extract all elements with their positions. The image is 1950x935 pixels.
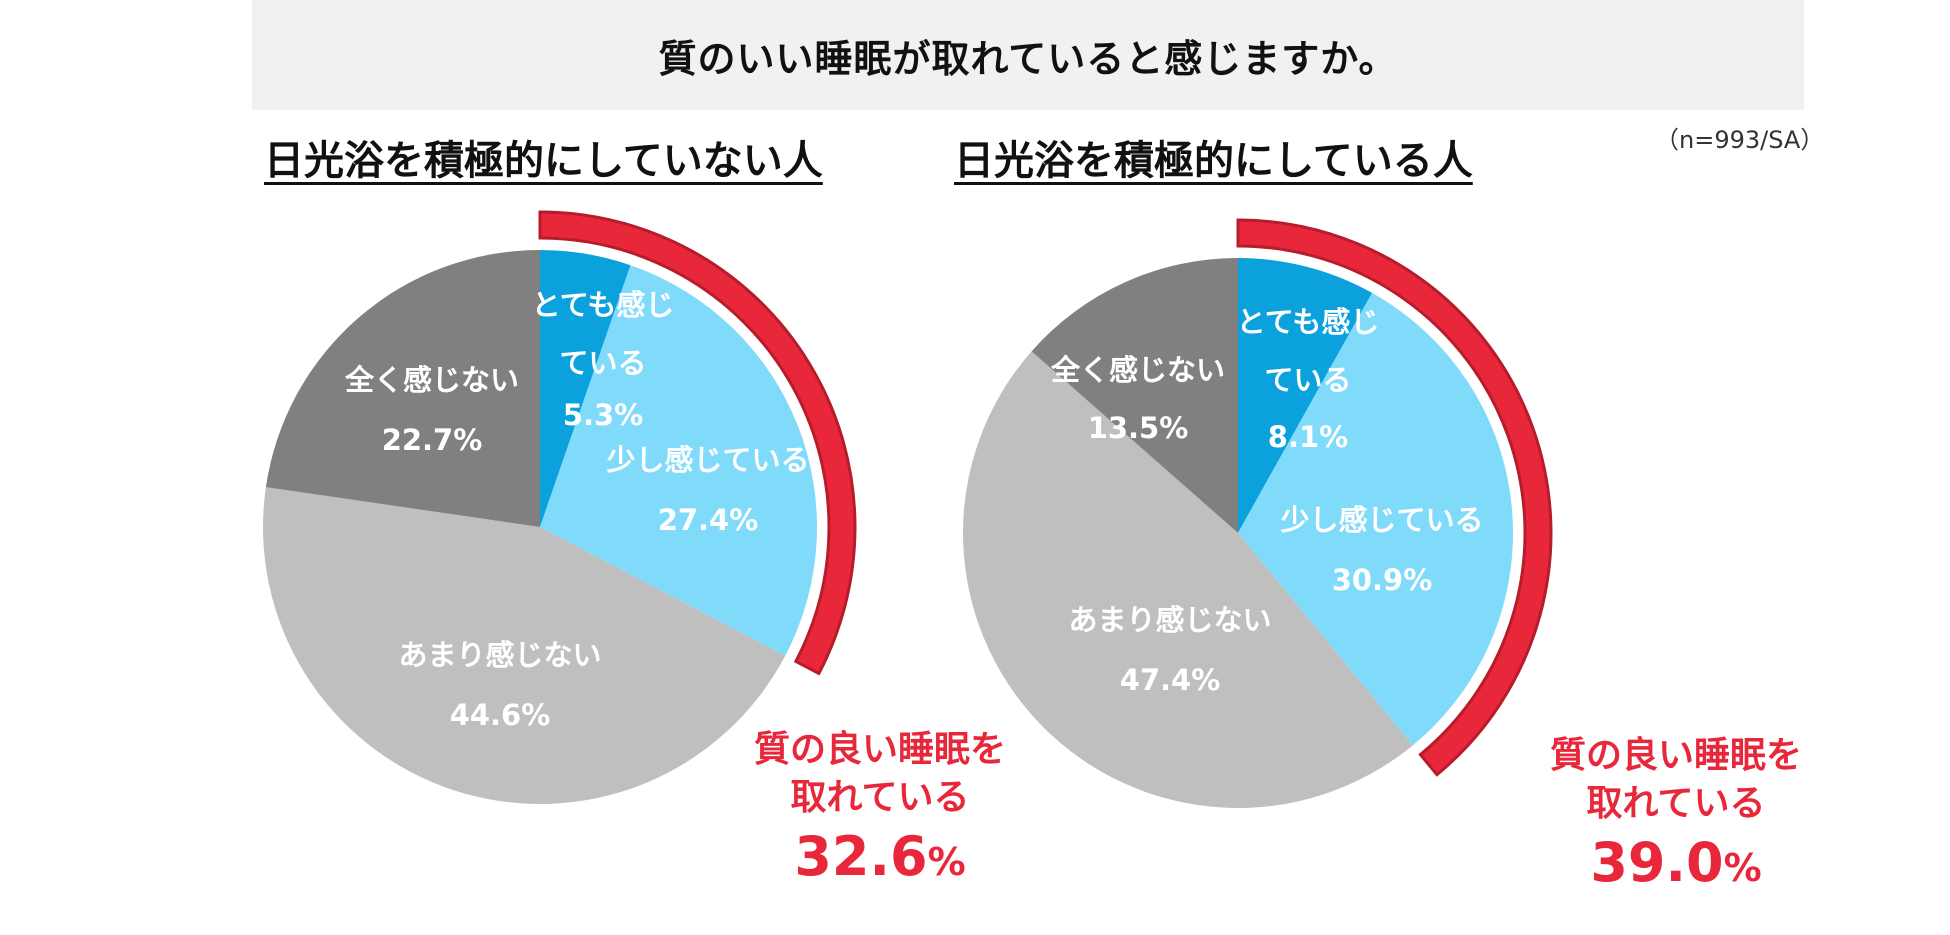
pie-slice — [1031, 258, 1238, 533]
slice-value-label: 22.7% — [382, 423, 483, 457]
highlight-unit: % — [927, 840, 966, 884]
slice-value-label: 30.9% — [1332, 563, 1433, 597]
chart-title-bar: 質のいい睡眠が取れていると感じますか。 — [252, 0, 1804, 110]
highlight-line1: 質の良い睡眠を — [1549, 735, 1802, 776]
slice-label: ている — [559, 346, 646, 380]
chart-title: 質のいい睡眠が取れていると感じますか。 — [658, 36, 1398, 81]
slice-value-label: 5.3% — [563, 398, 643, 432]
pie-slice — [540, 250, 631, 527]
slice-label: 少し感じている — [1280, 503, 1483, 537]
slice-label: あまり感じない — [398, 638, 601, 672]
pie-slice — [1238, 258, 1373, 533]
pie-slice — [1238, 292, 1513, 746]
slice-value-label: 13.5% — [1088, 411, 1189, 445]
sample-note: （n=993/SA） — [1655, 126, 1825, 154]
pie-slice — [540, 265, 817, 656]
slice-label: 全く感じない — [344, 363, 519, 397]
pie-slice — [962, 351, 1413, 809]
slice-value-label: 8.1% — [1268, 420, 1348, 454]
highlight-unit: % — [1723, 846, 1762, 890]
slice-label: ている — [1264, 363, 1351, 397]
highlight-line2: 取れている — [790, 777, 970, 818]
highlight-value: 32.6 — [794, 825, 928, 888]
slice-label: あまり感じない — [1068, 603, 1271, 637]
slice-value-label: 44.6% — [450, 698, 551, 732]
slice-label: とても感じ — [1237, 305, 1380, 339]
slice-label: とても感じ — [532, 288, 675, 322]
slice-label: 全く感じない — [1050, 353, 1225, 387]
highlight-summary-left: 質の良い睡眠を 取れている 32.6% — [720, 726, 1040, 892]
highlight-line2: 取れている — [1586, 783, 1766, 824]
highlight-arc — [1236, 218, 1553, 777]
pie-slice — [263, 487, 786, 804]
highlight-summary-right: 質の良い睡眠を 取れている 39.0% — [1516, 732, 1836, 898]
slice-label: 少し感じている — [606, 443, 809, 477]
slice-value-label: 47.4% — [1120, 663, 1221, 697]
highlight-arc — [538, 210, 857, 676]
pie-title-right: 日光浴を積極的にしている人 — [954, 138, 1473, 184]
highlight-line1: 質の良い睡眠を — [753, 729, 1006, 770]
pie-title-left: 日光浴を積極的にしていない人 — [264, 138, 823, 184]
highlight-value: 39.0 — [1590, 831, 1724, 894]
slice-value-label: 27.4% — [658, 503, 759, 537]
pie-slice — [265, 250, 540, 527]
